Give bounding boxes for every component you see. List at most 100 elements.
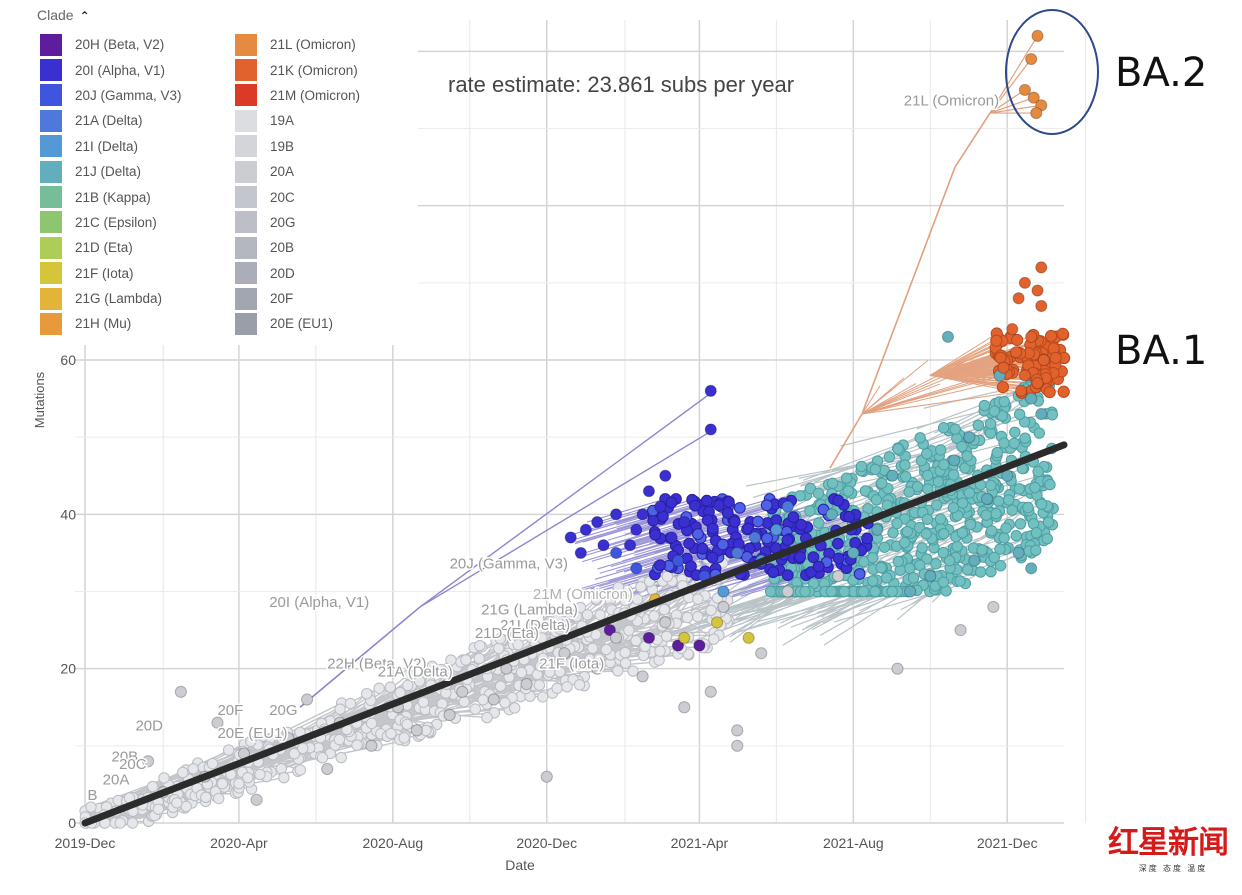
legend-item[interactable]: 20C [235,184,360,209]
legend-item[interactable]: 21C (Epsilon) [40,210,182,235]
legend-item[interactable]: 21A (Delta) [40,108,182,133]
clade-legend: Clade ⌃ 20H (Beta, V2) 20I (Alpha, V1) 20J … [30,4,410,340]
legend-item[interactable]: 21D (Eta) [40,235,182,260]
tree-node [1045,329,1058,343]
tree-node [812,487,825,500]
data-point [1035,407,1048,421]
tree-node [590,593,602,605]
clade-label: B [88,787,98,804]
data-point [731,739,744,752]
tree-branch [299,606,421,708]
legend-title[interactable]: Clade ⌃ [37,7,90,23]
tree-node [974,566,987,578]
legend-item[interactable]: 20I (Alpha, V1) [40,57,182,82]
legend-item[interactable]: 21I (Delta) [40,134,182,159]
tree-node [794,551,806,563]
legend-swatch [235,236,257,259]
tree-node [867,552,879,564]
data-point [770,523,783,536]
legend-item[interactable]: 20B [235,235,360,260]
legend-item[interactable]: 21H (Mu) [40,311,182,336]
tree-node [916,542,928,554]
tree-node [956,440,968,453]
data-point [987,600,1000,614]
legend-item[interactable]: 20H (Beta, V2) [40,32,182,57]
tree-branch [607,516,687,541]
data-point [903,585,917,598]
tree-node [781,569,794,582]
legend-item[interactable]: 20E (EU1) [235,311,360,336]
data-point [603,623,616,637]
data-point [1025,562,1038,575]
tree-node [417,696,430,708]
legend-item[interactable]: 20J (Gamma, V3) [40,83,182,108]
tree-node [515,666,528,679]
tree-node [85,801,97,813]
tree-node [880,572,893,584]
tree-node [158,772,170,784]
legend-item[interactable]: 21K (Omicron) [235,57,360,82]
legend-item[interactable]: 21J (Delta) [40,159,182,184]
x-tick-label: 2021-Aug [823,835,884,851]
data-point [704,384,717,397]
legend-label: 20J (Gamma, V3) [75,87,182,103]
tree-node [508,702,521,714]
tree-node [706,522,719,535]
tree-node [570,610,583,623]
tree-branch [576,531,655,556]
tree-node [752,515,764,528]
tree-node [551,682,563,694]
data-point [954,623,967,637]
tree-node [384,681,397,693]
data-point [742,631,755,644]
tree-node [1013,483,1025,495]
watermark-logo-text: 红星新闻 [1108,825,1229,861]
tree-branch [840,410,985,447]
legend-item[interactable]: 20F [235,286,360,311]
legend-swatch [235,160,257,183]
data-point [1025,330,1038,343]
tree-node [984,418,997,430]
data-point [678,631,691,644]
tree-branch [861,388,1037,415]
tree-node [512,638,524,651]
legend-item[interactable]: 20A [235,159,360,184]
tree-node [767,566,780,579]
tree-branch [630,511,710,536]
tree-node [1043,385,1056,399]
legend-item[interactable]: 20D [235,261,360,286]
tree-branch [861,360,929,415]
tree-branch [861,166,956,415]
tree-node [1011,333,1024,347]
legend-item[interactable]: 21F (Iota) [40,261,182,286]
legend-item[interactable]: 21B (Kappa) [40,184,182,209]
tree-node [878,541,891,553]
legend-item[interactable]: 19B [235,134,360,159]
legend-item[interactable]: 19A [235,108,360,133]
tree-node [843,510,856,523]
tree-node [403,668,415,681]
tree-node [335,751,347,764]
tree-branch [819,590,898,636]
tree-node [1030,527,1043,539]
tree-branch [954,112,991,168]
tree-branch [861,372,1013,415]
chevron-up-icon[interactable]: ⌃ [79,9,90,23]
data-point [654,500,667,513]
tree-branch [929,340,997,376]
legend-item[interactable]: 21M (Omicron) [235,83,360,108]
data-point [748,531,762,544]
legend-item[interactable]: 21G (Lambda) [40,286,182,311]
data-point [487,693,500,706]
tree-node [932,476,945,488]
tree-node [825,585,838,598]
legend-item[interactable]: 20G [235,210,360,235]
tree-node [1057,385,1070,398]
tree-node [473,652,485,665]
tree-branch [597,545,676,570]
tree-node [1022,501,1034,514]
legend-item[interactable]: 21L (Omicron) [235,32,360,57]
tree-node [493,642,505,655]
legend-swatch [40,287,62,310]
tree-node [630,635,642,647]
